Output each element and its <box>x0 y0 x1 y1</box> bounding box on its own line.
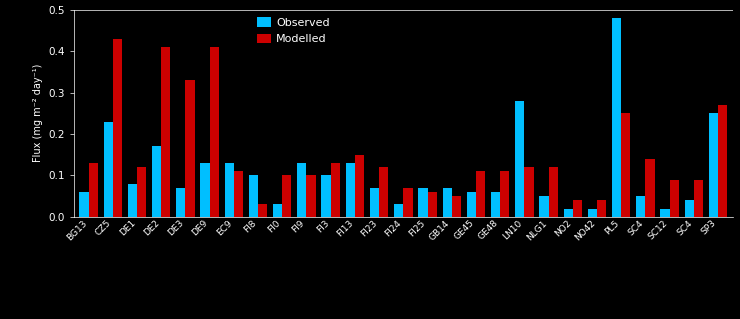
Bar <box>282 175 292 217</box>
Bar <box>379 167 388 217</box>
Bar <box>161 47 170 217</box>
Bar <box>346 163 355 217</box>
Bar <box>684 200 694 217</box>
Bar <box>306 175 316 217</box>
Bar <box>152 146 161 217</box>
Bar <box>370 188 379 217</box>
Bar <box>137 167 147 217</box>
Y-axis label: Flux (mg m⁻² day⁻¹): Flux (mg m⁻² day⁻¹) <box>33 64 43 162</box>
Bar <box>89 163 98 217</box>
Bar <box>573 200 582 217</box>
Bar <box>515 101 525 217</box>
Legend: Observed, Modelled: Observed, Modelled <box>258 17 330 44</box>
Bar <box>636 196 645 217</box>
Bar <box>209 47 219 217</box>
Bar <box>564 209 573 217</box>
Bar <box>112 39 122 217</box>
Bar <box>467 192 476 217</box>
Bar <box>491 192 500 217</box>
Bar <box>104 122 112 217</box>
Bar <box>418 188 428 217</box>
Bar <box>258 204 267 217</box>
Bar <box>331 163 340 217</box>
Bar <box>355 155 364 217</box>
Bar <box>451 196 461 217</box>
Bar <box>234 171 243 217</box>
Bar <box>645 159 655 217</box>
Bar <box>718 105 727 217</box>
Bar <box>588 209 597 217</box>
Bar <box>548 167 558 217</box>
Bar <box>428 192 437 217</box>
Bar <box>186 80 195 217</box>
Bar <box>660 209 670 217</box>
Bar <box>539 196 548 217</box>
Bar <box>694 180 703 217</box>
Bar <box>128 184 137 217</box>
Bar <box>403 188 412 217</box>
Bar <box>443 188 451 217</box>
Bar <box>612 18 621 217</box>
Bar <box>79 192 89 217</box>
Bar <box>709 113 718 217</box>
Bar <box>297 163 306 217</box>
Bar <box>476 171 485 217</box>
Bar <box>273 204 282 217</box>
Bar <box>176 188 186 217</box>
Bar <box>621 113 630 217</box>
Bar <box>249 175 258 217</box>
Bar <box>225 163 234 217</box>
Bar <box>201 163 209 217</box>
Bar <box>321 175 331 217</box>
Bar <box>525 167 534 217</box>
Bar <box>394 204 403 217</box>
Bar <box>500 171 509 217</box>
Bar <box>670 180 679 217</box>
Bar <box>597 200 606 217</box>
